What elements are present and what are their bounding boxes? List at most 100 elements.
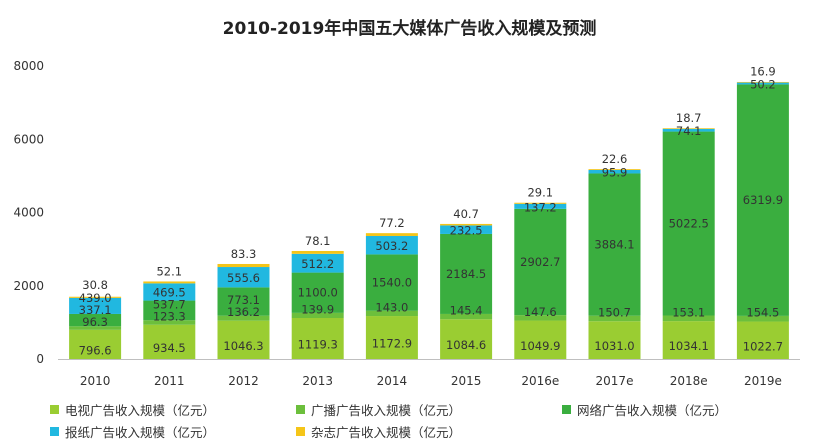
legend-item: 网络广告收入规模（亿元） [562, 400, 727, 419]
bar-segment [217, 287, 270, 316]
data-label: 232.5 [450, 224, 483, 238]
bar-segment [143, 324, 196, 359]
data-label: 95.9 [602, 166, 628, 180]
data-label: 96.3 [82, 315, 108, 329]
legend-item: 广播广告收入规模（亿元） [296, 400, 461, 419]
data-label: 77.2 [379, 216, 405, 230]
bar-segment [440, 233, 493, 314]
bar-segment [662, 315, 715, 322]
data-label: 1100.0 [298, 286, 338, 300]
bar-segment [588, 321, 641, 359]
data-label: 503.2 [375, 239, 408, 253]
bar-segment [217, 315, 270, 321]
chart-title: 2010-2019年中国五大媒体广告收入规模及预测 [222, 19, 597, 39]
data-label: 512.2 [301, 257, 334, 271]
legend-swatch [50, 405, 59, 414]
bar-segment [662, 131, 715, 316]
y-tick-label: 8000 [13, 59, 44, 73]
bar-segment [143, 281, 196, 284]
bar-segment [69, 329, 122, 359]
data-label: 83.3 [231, 247, 257, 261]
data-label: 123.3 [153, 310, 186, 324]
bar-segment [291, 318, 344, 359]
bar-segment [736, 321, 789, 359]
y-tick-label: 6000 [13, 132, 44, 146]
bar-segment [736, 82, 789, 85]
legend-label: 杂志广告收入规模（亿元） [311, 425, 462, 440]
x-tick-label: 2010 [80, 374, 111, 388]
bar-segment [588, 169, 641, 170]
data-label: 1034.1 [669, 339, 709, 353]
data-label: 1540.0 [372, 276, 412, 290]
bar-segment [365, 233, 418, 236]
y-tick-label: 2000 [13, 279, 44, 293]
bar-segment [365, 235, 418, 255]
data-label: 78.1 [305, 234, 331, 248]
data-label: 555.6 [227, 271, 260, 285]
x-tick-label: 2012 [228, 374, 259, 388]
data-label: 52.1 [156, 264, 182, 278]
bar-segment [143, 320, 196, 325]
data-label: 439.0 [79, 291, 112, 305]
data-label: 1119.3 [298, 338, 338, 352]
bar-segment [662, 128, 715, 129]
bar-segment [440, 225, 493, 234]
data-label: 1046.3 [223, 339, 263, 353]
x-tick-label: 2013 [302, 374, 333, 388]
data-label: 3884.1 [594, 238, 634, 252]
bar-segment [440, 223, 493, 226]
x-tick-label: 2016e [521, 374, 559, 388]
bar-segment [365, 254, 418, 311]
data-label: 145.4 [450, 304, 483, 318]
bar-segment [514, 208, 567, 316]
chart-plot: 0 2000 4000 6000 8000 796.6 96.3337.1439.030.8… [13, 59, 800, 388]
data-label: 16.9 [750, 64, 776, 78]
x-tick-label: 2015 [451, 374, 482, 388]
bar-segment [143, 283, 196, 301]
bar-segment [69, 296, 122, 298]
legend-label: 电视广告收入规模（亿元） [65, 403, 216, 418]
legend-item: 电视广告收入规模（亿元） [50, 400, 215, 419]
legend-swatch [50, 427, 59, 436]
bar-segment [514, 202, 567, 204]
data-label: 40.7 [453, 207, 479, 221]
x-tick-label: 2017e [596, 374, 634, 388]
bar-segment [291, 272, 344, 313]
data-label: 136.2 [227, 305, 260, 319]
y-tick-label: 0 [36, 352, 44, 366]
data-label: 143.0 [375, 300, 408, 314]
bar-segment [291, 250, 344, 254]
bar-segment [588, 315, 641, 322]
bar-segment [291, 253, 344, 273]
bar-segment [440, 319, 493, 359]
data-label: 139.9 [301, 302, 334, 316]
x-tick-label: 2018e [670, 374, 708, 388]
data-label: 150.7 [598, 305, 631, 319]
data-label: 22.6 [602, 152, 628, 166]
legend-swatch [296, 405, 305, 414]
bar-segment [662, 321, 715, 359]
bar-segment [69, 326, 122, 330]
data-label: 1084.6 [446, 338, 486, 352]
data-label: 773.1 [227, 293, 260, 307]
data-label: 5022.5 [669, 217, 709, 231]
legend-label: 网络广告收入规模（亿元） [577, 403, 728, 418]
legend-swatch [296, 427, 305, 436]
bar-segment [69, 313, 122, 327]
data-label: 469.5 [153, 286, 186, 300]
bar-segment [365, 316, 418, 359]
bar-segment [736, 84, 789, 316]
data-label: 74.1 [676, 124, 702, 138]
data-label: 2184.5 [446, 267, 486, 281]
chart-legend: 电视广告收入规模（亿元） 广播广告收入规模（亿元） 网络广告收入规模（亿元） 报纸广告… [50, 398, 810, 442]
bar-segment [588, 169, 641, 174]
bar-segment [143, 300, 196, 321]
legend-label: 广播广告收入规模（亿元） [311, 403, 462, 418]
data-label: 154.5 [746, 306, 779, 320]
bar-segment [736, 81, 789, 83]
bar-segment [365, 310, 418, 317]
data-label: 6319.9 [743, 193, 783, 207]
bar-segment [514, 203, 567, 209]
legend-label: 报纸广告收入规模（亿元） [65, 425, 216, 440]
